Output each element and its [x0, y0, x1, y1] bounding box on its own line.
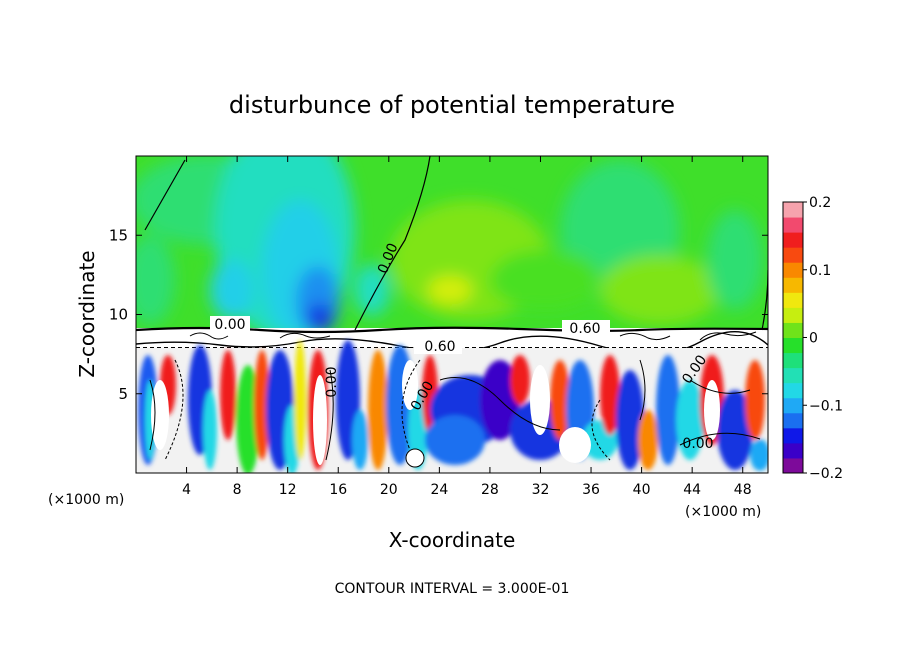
x-tick-label: 24 — [430, 482, 448, 498]
colorbar-swatch — [783, 322, 803, 338]
colorbar-tick-label: −0.1 — [809, 398, 843, 414]
contour-interval-footer: CONTOUR INTERVAL = 3.000E-01 — [335, 581, 570, 597]
colorbar-swatch — [783, 397, 803, 414]
x-tick-label: 48 — [734, 482, 752, 498]
x-axis: 4 8 12 16 20 24 28 32 36 40 44 48 — [182, 156, 752, 498]
x-tick-label: 12 — [279, 482, 297, 498]
x-unit-label: (×1000 m) — [48, 492, 124, 508]
colorbar-tick-label: 0 — [809, 331, 818, 347]
colorbar-swatch — [783, 247, 803, 263]
colorbar-swatch — [783, 262, 803, 278]
colorbar-swatch — [783, 352, 803, 369]
x-tick-label: 28 — [481, 482, 499, 498]
y-tick-label: 10 — [109, 306, 128, 324]
colorbar-swatch — [783, 217, 803, 233]
colorbar-tick-label: 0.2 — [809, 195, 831, 211]
upper-field — [136, 156, 768, 328]
y-tick-label: 5 — [118, 385, 128, 403]
colorbar-swatch — [783, 337, 803, 354]
colorbar-swatch — [783, 427, 803, 444]
colorbar-swatch — [783, 277, 803, 293]
y-tick-label: 15 — [109, 226, 128, 244]
z-unit-label: (×1000 m) — [685, 504, 761, 520]
plot-area — [136, 156, 768, 473]
colorbar-tick-label: 0.1 — [809, 263, 831, 279]
y-axis-label: Z-coordinate — [75, 250, 99, 377]
colorbar-swatch — [783, 232, 803, 248]
x-tick-label: 32 — [532, 482, 550, 498]
x-tick-label: 40 — [633, 482, 651, 498]
x-tick-label: 4 — [182, 482, 191, 498]
x-tick-label: 16 — [329, 482, 347, 498]
lower-field — [136, 340, 768, 473]
colorbar-swatch — [783, 442, 803, 459]
y-axis: 5 10 15 — [109, 226, 768, 403]
x-tick-label: 20 — [380, 482, 398, 498]
contour-label: 0.60 — [569, 321, 600, 337]
colorbar-swatch — [783, 412, 803, 429]
colorbar-tick-label: −0.2 — [809, 466, 843, 482]
contour-label: 0.00 — [214, 317, 245, 333]
x-tick-label: 44 — [683, 482, 701, 498]
x-axis-label: X-coordinate — [389, 528, 516, 552]
contour-label: 0.00 — [324, 366, 340, 397]
chart-title: disturbunce of potential temperature — [229, 91, 675, 119]
x-tick-label: 8 — [233, 482, 242, 498]
colorbar-swatch — [783, 367, 803, 384]
contour-label: 0.00 — [682, 436, 713, 452]
colorbar-swatch — [783, 307, 803, 323]
colorbar-swatch — [783, 457, 803, 474]
colorbar: −0.2 −0.1 0 0.1 0.2 — [782, 195, 843, 482]
x-tick-label: 36 — [582, 482, 600, 498]
colorbar-swatch — [783, 382, 803, 399]
contour-label: 0.60 — [424, 339, 455, 355]
colorbar-swatch — [783, 202, 803, 218]
colorbar-swatch — [783, 292, 803, 308]
